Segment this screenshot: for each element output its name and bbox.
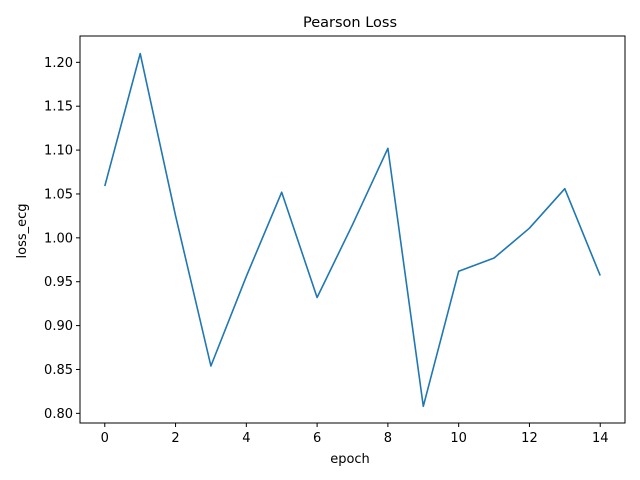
y-tick-label: 1.20 <box>44 56 73 71</box>
plot-area <box>79 35 626 424</box>
y-tick-label: 1.05 <box>44 187 73 202</box>
x-axis-ticks: 0 2 4 6 8 10 12 14 <box>101 423 609 446</box>
y-axis-label: loss_ecg <box>15 203 30 258</box>
y-tick-label: 1.15 <box>44 100 73 115</box>
x-tick-label: 2 <box>171 431 179 446</box>
plot-frame <box>79 35 626 424</box>
y-tick-label: 0.95 <box>44 275 73 290</box>
x-tick-label: 0 <box>101 431 109 446</box>
y-axis-ticks: 0.80 0.85 0.90 0.95 1.00 1.05 1.10 1.15 1.20 <box>44 56 80 422</box>
x-tick-label: 4 <box>242 431 250 446</box>
x-tick-label: 14 <box>592 431 609 446</box>
y-tick-label: 1.00 <box>44 231 73 246</box>
y-tick-label: 0.85 <box>44 363 73 378</box>
chart-title: Pearson Loss <box>303 15 397 31</box>
y-tick-label: 0.80 <box>44 407 73 422</box>
series-line-0 <box>104 52 601 408</box>
x-tick-label: 10 <box>450 431 467 446</box>
y-tick-label: 0.90 <box>44 319 73 334</box>
y-tick-label: 1.10 <box>44 144 73 159</box>
x-tick-label: 6 <box>313 431 321 446</box>
x-tick-label: 12 <box>521 431 538 446</box>
x-axis-label: epoch <box>330 452 370 467</box>
x-tick-label: 8 <box>384 431 392 446</box>
